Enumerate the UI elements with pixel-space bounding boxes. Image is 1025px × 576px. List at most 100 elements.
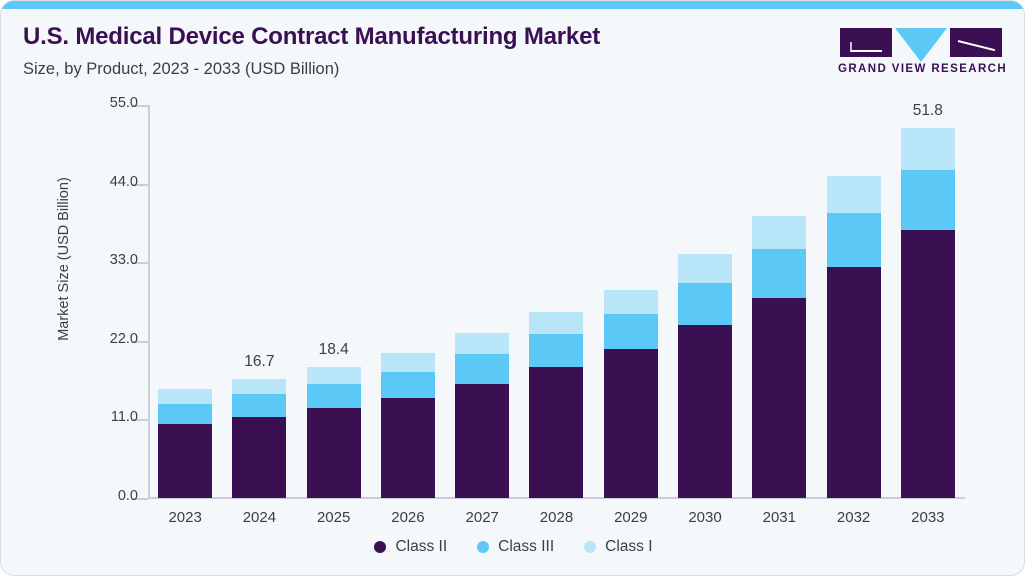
bar-segment-class-iii[interactable] (900, 170, 955, 231)
brand-logo: GRAND VIEW RESEARCH (838, 28, 1008, 75)
legend-label: Class III (498, 538, 555, 555)
bar-segment-class-ii[interactable] (900, 230, 955, 498)
x-axis-label-2030: 2030 (688, 509, 722, 526)
y-axis-tick (132, 498, 148, 500)
y-axis-tick (132, 340, 148, 343)
bar-segment-class-i[interactable] (306, 366, 361, 384)
x-axis-label-2032: 2032 (836, 509, 871, 526)
x-axis-label-2033: 2033 (911, 509, 945, 526)
bar-group-2031[interactable] (742, 105, 816, 498)
y-axis-tick-label: 0.0 (117, 488, 138, 504)
legend-item-class-i[interactable]: Class I (584, 538, 653, 556)
stacked-bar[interactable] (677, 254, 732, 498)
bar-segment-class-ii[interactable] (306, 407, 361, 498)
x-axis-label-2027: 2027 (465, 509, 499, 526)
page-subtitle: Size, by Product, 2023 - 2033 (USD Billi… (23, 60, 340, 78)
bar-segment-class-ii[interactable] (826, 267, 881, 498)
bar-group-2033[interactable]: 51.8 (891, 101, 965, 498)
bar-segment-class-ii[interactable] (380, 397, 435, 498)
bar-group-2024[interactable]: 16.7 (222, 105, 296, 498)
bar-segment-class-iii[interactable] (752, 249, 807, 298)
stacked-bar[interactable] (826, 175, 881, 498)
bar-segment-class-i[interactable] (900, 127, 955, 171)
bar-group-2030[interactable] (668, 105, 742, 498)
y-axis-tick-label: 11.0 (110, 409, 138, 426)
bar-value-label: 16.7 (244, 352, 275, 370)
bar-segment-class-ii[interactable] (529, 367, 584, 498)
bar-segment-class-i[interactable] (603, 290, 658, 314)
bar-segment-class-ii[interactable] (677, 325, 732, 498)
bar-segment-class-i[interactable] (380, 352, 435, 372)
y-axis-tick-label: 44.0 (109, 173, 138, 190)
x-axis-label-2031: 2031 (762, 509, 796, 526)
top-accent-bar (1, 1, 1024, 9)
y-axis-title: Market Size (USD Billion) (56, 177, 72, 341)
legend-swatch-icon (584, 541, 597, 553)
page-title: U.S. Medical Device Contract Manufacturi… (23, 23, 601, 50)
bar-value-label: 51.8 (912, 101, 943, 119)
legend-swatch-icon (374, 541, 387, 553)
chart-header: U.S. Medical Device Contract Manufacturi… (23, 23, 823, 79)
bar-segment-class-iii[interactable] (306, 383, 361, 408)
y-axis-tick-label: 22.0 (109, 330, 138, 347)
stacked-bar[interactable] (306, 366, 361, 498)
bar-segment-class-i[interactable] (529, 311, 584, 335)
rectangle-slash-mark-icon (950, 28, 1002, 57)
bar-segment-class-i[interactable] (677, 254, 732, 283)
y-axis-line (148, 105, 150, 499)
x-axis-label-2028: 2028 (539, 509, 574, 526)
bar-segment-class-ii[interactable] (455, 383, 510, 498)
bar-group-2023[interactable] (148, 105, 222, 498)
y-axis-tick (132, 262, 148, 265)
legend-item-class-ii[interactable]: Class II (374, 538, 447, 556)
bar-segment-class-i[interactable] (826, 175, 881, 213)
stacked-bar[interactable] (380, 352, 435, 498)
bar-group-2025[interactable]: 18.4 (297, 105, 371, 498)
legend-item-class-iii[interactable]: Class III (477, 538, 554, 556)
bar-segment-class-ii[interactable] (603, 348, 658, 498)
y-axis-tick (132, 419, 148, 422)
stacked-bar[interactable] (232, 378, 287, 498)
bar-segment-class-i[interactable] (455, 332, 510, 354)
legend-swatch-icon (477, 541, 490, 553)
bar-series-group: 16.7 18.4 51.8 (148, 101, 965, 498)
bar-group-2026[interactable] (371, 105, 445, 498)
stacked-bar[interactable] (752, 215, 807, 498)
bar-segment-class-i[interactable] (752, 215, 807, 250)
stacked-bar[interactable] (900, 127, 955, 498)
logo-text: GRAND VIEW RESEARCH (838, 63, 1008, 75)
bar-group-2028[interactable] (519, 105, 593, 498)
legend-label: Class I (605, 538, 653, 555)
bar-segment-class-iii[interactable] (380, 371, 435, 398)
bar-segment-class-i[interactable] (232, 378, 287, 395)
x-axis-label-2023: 2023 (168, 509, 202, 526)
y-axis-tick (132, 105, 148, 107)
stacked-bar[interactable] (158, 388, 213, 498)
stacked-bar[interactable] (455, 332, 510, 498)
x-axis-label-2026: 2026 (391, 509, 425, 526)
bar-segment-class-iii[interactable] (455, 353, 510, 384)
bar-segment-class-iii[interactable] (529, 334, 584, 368)
bar-group-2027[interactable] (445, 105, 519, 498)
bar-segment-class-iii[interactable] (232, 394, 287, 418)
bar-segment-class-ii[interactable] (232, 417, 287, 498)
bar-segment-class-iii[interactable] (677, 282, 732, 326)
rectangle-notch-mark-icon (840, 28, 892, 57)
logo-marks (838, 28, 1004, 62)
bar-segment-class-i[interactable] (158, 388, 213, 404)
bar-segment-class-ii[interactable] (158, 423, 213, 498)
chart-legend: Class II Class III Class I (1, 538, 1024, 556)
stacked-bar[interactable] (603, 290, 658, 498)
bar-value-label: 18.4 (318, 340, 349, 358)
bar-group-2029[interactable] (594, 105, 668, 498)
bar-segment-class-iii[interactable] (826, 212, 881, 268)
stacked-bar[interactable] (529, 311, 584, 498)
y-axis-tick-label: 33.0 (109, 252, 138, 269)
bar-group-2032[interactable] (816, 105, 890, 498)
bar-segment-class-ii[interactable] (752, 297, 807, 498)
bar-segment-class-iii[interactable] (158, 403, 213, 424)
bar-segment-class-iii[interactable] (603, 313, 658, 349)
y-axis-tick-label: 55.0 (109, 95, 138, 111)
